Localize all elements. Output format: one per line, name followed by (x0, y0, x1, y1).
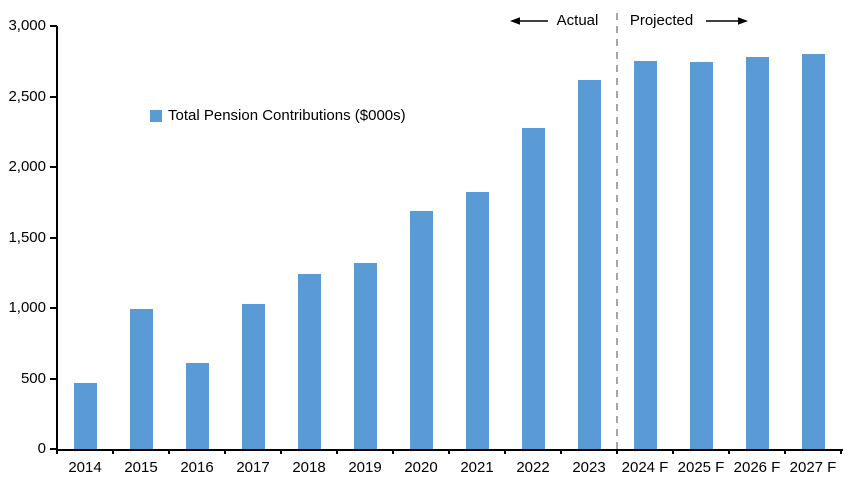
x-tick-label: 2018 (292, 459, 326, 476)
projected-label: Projected (629, 12, 694, 29)
bar-2019 (353, 262, 377, 449)
bar-2024-f (633, 60, 657, 449)
bar-2017 (241, 304, 265, 449)
x-tick-label: 2014 (68, 459, 102, 476)
bar-2027-f (801, 54, 825, 449)
x-tick-label: 2024 F (621, 459, 669, 476)
x-tick-mark (280, 449, 282, 454)
x-tick-mark (336, 449, 338, 454)
x-tick-label: 2019 (348, 459, 382, 476)
x-tick-label: 2025 F (677, 459, 725, 476)
x-tick-mark (504, 449, 506, 454)
bar-2018 (297, 274, 321, 449)
y-tick-label: 2,000 (8, 158, 46, 175)
x-tick-mark (112, 449, 114, 454)
x-tick-mark (392, 449, 394, 454)
y-axis-line (56, 26, 58, 454)
x-tick-mark (560, 449, 562, 454)
y-tick-mark (50, 307, 57, 309)
bar-2014 (73, 382, 97, 449)
bar-2026-f (745, 57, 769, 449)
x-tick-label: 2017 (236, 459, 270, 476)
legend-swatch-icon (150, 110, 162, 122)
x-tick-mark (840, 449, 842, 454)
x-tick-label: 2021 (460, 459, 494, 476)
x-tick-mark (784, 449, 786, 454)
x-tick-label: 2015 (124, 459, 158, 476)
y-tick-mark (50, 377, 57, 380)
x-tick-label: 2026 F (733, 459, 781, 476)
x-tick-label: 2016 (180, 459, 214, 476)
y-tick-label: 3,000 (8, 17, 46, 34)
bar-2016 (185, 362, 209, 449)
y-tick-mark (50, 25, 57, 27)
x-tick-mark (224, 449, 226, 454)
x-tick-mark (616, 449, 618, 454)
bar-2020 (409, 210, 433, 449)
y-tick-label: 1,000 (8, 299, 46, 316)
x-tick-label: 2022 (516, 459, 550, 476)
x-tick-mark (56, 449, 58, 454)
y-tick-mark (50, 236, 57, 239)
legend: Total Pension Contributions ($000s) (150, 107, 406, 125)
bar-2022 (521, 127, 545, 449)
y-tick-mark (50, 166, 57, 168)
x-tick-mark (448, 449, 450, 454)
bar-2021 (465, 192, 489, 449)
left-arrow-icon (510, 17, 548, 25)
x-tick-mark (168, 449, 170, 454)
right-arrow-icon (706, 17, 748, 25)
x-tick-label: 2020 (404, 459, 438, 476)
x-tick-mark (672, 449, 674, 454)
bar-2023 (577, 80, 601, 449)
y-tick-label: 0 (37, 440, 46, 457)
actual-projected-divider (616, 13, 618, 449)
legend-label: Total Pension Contributions ($000s) (168, 107, 406, 124)
y-tick-label: 2,500 (8, 87, 46, 105)
y-tick-mark (50, 448, 57, 450)
y-tick-label: 1,500 (8, 228, 46, 246)
bar-2025-f (689, 61, 713, 449)
x-tick-label: 2023 (572, 459, 606, 476)
y-tick-label: 500 (20, 369, 46, 387)
y-tick-mark (50, 95, 57, 98)
x-tick-mark (728, 449, 730, 454)
actual-label: Actual (556, 12, 599, 29)
bar-2015 (129, 309, 153, 449)
x-tick-label: 2027 F (789, 459, 837, 476)
